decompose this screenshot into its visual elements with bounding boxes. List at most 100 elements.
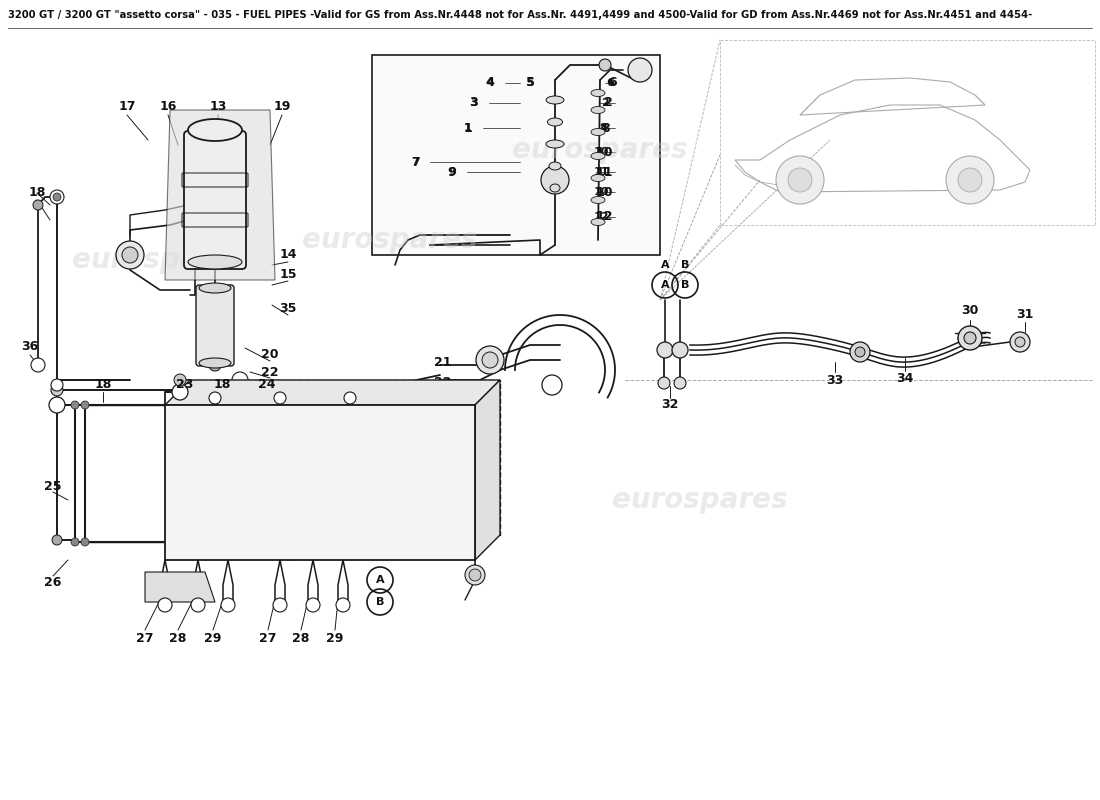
Text: 1: 1 xyxy=(463,122,472,134)
Circle shape xyxy=(628,58,652,82)
Text: 29: 29 xyxy=(205,631,222,645)
Text: 31: 31 xyxy=(1016,307,1034,321)
Text: B: B xyxy=(681,280,690,290)
Ellipse shape xyxy=(591,106,605,114)
Circle shape xyxy=(657,342,673,358)
Text: 23: 23 xyxy=(176,378,194,391)
Bar xyxy=(720,40,1094,225)
Ellipse shape xyxy=(550,184,560,192)
Ellipse shape xyxy=(188,255,242,269)
Text: 25: 25 xyxy=(44,481,62,494)
Circle shape xyxy=(440,475,460,495)
Text: 6: 6 xyxy=(608,77,617,90)
Text: 10: 10 xyxy=(593,187,608,197)
Ellipse shape xyxy=(199,283,231,293)
Text: 27: 27 xyxy=(136,631,154,645)
Polygon shape xyxy=(190,380,500,535)
Text: 3: 3 xyxy=(470,98,477,108)
Text: A: A xyxy=(661,280,669,290)
Text: 3200 GT / 3200 GT "assetto corsa" - 035 - FUEL PIPES -Valid for GS from Ass.Nr.4: 3200 GT / 3200 GT "assetto corsa" - 035 … xyxy=(8,10,1032,20)
Circle shape xyxy=(273,463,287,477)
Circle shape xyxy=(51,384,63,396)
Text: 9: 9 xyxy=(448,167,455,177)
Circle shape xyxy=(672,342,688,358)
Text: 5: 5 xyxy=(526,78,534,88)
Circle shape xyxy=(958,168,982,192)
Circle shape xyxy=(964,332,976,344)
Circle shape xyxy=(191,598,205,612)
Polygon shape xyxy=(475,380,500,560)
Circle shape xyxy=(81,401,89,409)
Circle shape xyxy=(232,372,248,388)
Text: 11: 11 xyxy=(593,167,608,177)
Text: 3: 3 xyxy=(470,97,478,110)
Text: 22: 22 xyxy=(262,366,278,378)
Text: 35: 35 xyxy=(279,302,297,314)
Text: eurospares: eurospares xyxy=(613,486,788,514)
Text: 4: 4 xyxy=(485,77,494,90)
Text: 18: 18 xyxy=(29,186,46,199)
Text: 28: 28 xyxy=(293,631,310,645)
Circle shape xyxy=(855,347,865,357)
FancyBboxPatch shape xyxy=(196,285,234,366)
Text: 8: 8 xyxy=(600,123,607,133)
Circle shape xyxy=(274,479,286,491)
Text: B: B xyxy=(376,597,384,607)
Circle shape xyxy=(542,375,562,395)
Text: 10: 10 xyxy=(595,146,613,158)
Text: 28: 28 xyxy=(169,631,187,645)
Text: 30: 30 xyxy=(961,303,979,317)
Text: 12: 12 xyxy=(595,210,613,223)
Text: 7: 7 xyxy=(411,157,419,167)
Polygon shape xyxy=(165,110,275,280)
Text: 8: 8 xyxy=(602,122,610,134)
Circle shape xyxy=(274,392,286,404)
Circle shape xyxy=(209,392,221,404)
Text: 18: 18 xyxy=(213,378,231,391)
Circle shape xyxy=(958,326,982,350)
Text: 6: 6 xyxy=(606,78,614,88)
Circle shape xyxy=(306,598,320,612)
Circle shape xyxy=(336,598,350,612)
Text: 33: 33 xyxy=(826,374,844,386)
Text: 1: 1 xyxy=(464,123,472,133)
Text: 12: 12 xyxy=(593,212,608,222)
Text: 14: 14 xyxy=(279,247,297,261)
Circle shape xyxy=(72,401,79,409)
Text: eurospares: eurospares xyxy=(302,226,477,254)
Circle shape xyxy=(81,538,89,546)
Text: 4: 4 xyxy=(486,78,494,88)
Text: A: A xyxy=(376,575,384,585)
Ellipse shape xyxy=(546,140,564,148)
Text: 2: 2 xyxy=(601,98,609,108)
Circle shape xyxy=(50,190,64,204)
Circle shape xyxy=(344,392,356,404)
Ellipse shape xyxy=(548,118,562,126)
Text: eurospares: eurospares xyxy=(73,246,248,274)
Circle shape xyxy=(72,538,79,546)
Ellipse shape xyxy=(188,119,242,141)
Text: 9: 9 xyxy=(448,166,456,178)
Ellipse shape xyxy=(591,218,605,226)
Circle shape xyxy=(776,156,824,204)
Ellipse shape xyxy=(591,197,605,203)
Circle shape xyxy=(674,377,686,389)
Bar xyxy=(372,55,660,255)
Circle shape xyxy=(946,156,994,204)
Circle shape xyxy=(53,193,60,201)
Circle shape xyxy=(31,358,45,372)
Circle shape xyxy=(260,450,330,520)
Circle shape xyxy=(221,598,235,612)
Circle shape xyxy=(51,379,63,391)
FancyBboxPatch shape xyxy=(184,131,246,269)
Text: 27: 27 xyxy=(260,631,277,645)
Circle shape xyxy=(476,346,504,374)
Text: 24: 24 xyxy=(258,378,276,391)
Ellipse shape xyxy=(591,174,605,182)
Circle shape xyxy=(122,247,138,263)
Text: 22: 22 xyxy=(434,377,452,390)
Text: 29: 29 xyxy=(327,631,343,645)
Text: 21: 21 xyxy=(434,357,452,370)
Circle shape xyxy=(541,166,569,194)
Circle shape xyxy=(273,598,287,612)
